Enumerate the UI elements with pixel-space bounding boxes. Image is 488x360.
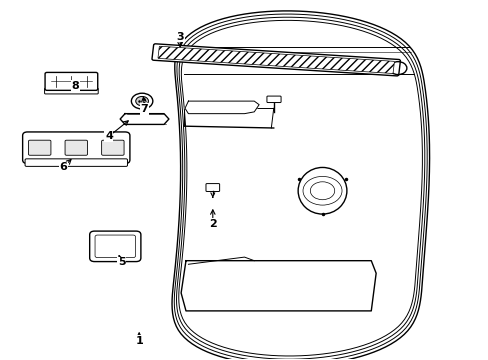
Text: 5: 5 xyxy=(118,257,125,267)
FancyBboxPatch shape xyxy=(266,96,281,103)
Text: 8: 8 xyxy=(71,81,79,91)
Text: 2: 2 xyxy=(208,219,216,229)
FancyBboxPatch shape xyxy=(25,159,127,166)
FancyBboxPatch shape xyxy=(44,88,98,94)
Polygon shape xyxy=(120,114,168,125)
FancyBboxPatch shape xyxy=(89,231,141,262)
Polygon shape xyxy=(184,101,259,114)
Text: 6: 6 xyxy=(59,162,67,172)
FancyBboxPatch shape xyxy=(28,140,51,155)
FancyBboxPatch shape xyxy=(95,235,135,258)
FancyBboxPatch shape xyxy=(22,132,130,163)
Text: 4: 4 xyxy=(105,131,113,141)
Text: 3: 3 xyxy=(176,32,183,41)
FancyBboxPatch shape xyxy=(102,140,124,155)
FancyBboxPatch shape xyxy=(152,44,400,76)
FancyBboxPatch shape xyxy=(205,184,219,192)
Circle shape xyxy=(136,96,148,106)
Text: 1: 1 xyxy=(135,336,143,346)
Ellipse shape xyxy=(298,167,346,214)
Text: 7: 7 xyxy=(141,104,148,114)
FancyBboxPatch shape xyxy=(65,140,87,155)
FancyBboxPatch shape xyxy=(45,72,98,90)
FancyBboxPatch shape xyxy=(158,46,394,73)
